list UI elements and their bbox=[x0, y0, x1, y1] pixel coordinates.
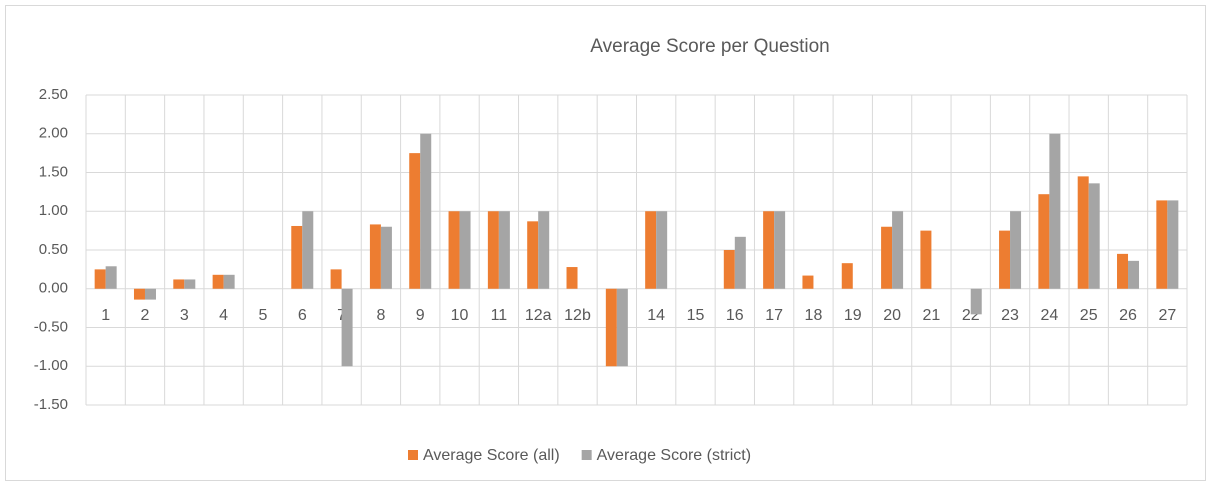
x-tick-label: 1 bbox=[101, 307, 110, 324]
bar bbox=[1077, 176, 1089, 289]
x-tick-label: 21 bbox=[923, 307, 941, 324]
y-tick-label: -1.50 bbox=[34, 396, 68, 413]
x-tick-label: 17 bbox=[765, 307, 783, 324]
bar bbox=[656, 211, 668, 289]
chart-border bbox=[5, 5, 1206, 481]
x-tick-label: 5 bbox=[258, 307, 267, 324]
x-tick-label: 11 bbox=[491, 307, 508, 324]
bar bbox=[734, 236, 746, 289]
x-tick-label: 3 bbox=[180, 307, 189, 324]
bar bbox=[920, 230, 932, 289]
bar bbox=[330, 269, 342, 289]
bar bbox=[184, 279, 196, 289]
bar bbox=[1049, 133, 1061, 289]
y-tick-label: -1.00 bbox=[34, 357, 68, 374]
bar bbox=[212, 274, 224, 289]
x-tick-label: 20 bbox=[883, 307, 901, 324]
x-tick-label: 8 bbox=[376, 307, 385, 324]
bar bbox=[302, 211, 314, 289]
bar bbox=[1156, 200, 1168, 289]
bar bbox=[1038, 194, 1050, 289]
bar bbox=[341, 288, 353, 367]
x-tick-label: 18 bbox=[805, 307, 823, 324]
bar bbox=[133, 288, 145, 300]
legend-label: Average Score (all) bbox=[423, 447, 560, 464]
y-tick-label: 0.50 bbox=[39, 241, 68, 258]
bar bbox=[144, 288, 156, 300]
x-tick-label: 23 bbox=[1001, 307, 1019, 324]
bar bbox=[223, 274, 235, 289]
bar bbox=[409, 153, 421, 289]
x-tick-label: 15 bbox=[687, 307, 705, 324]
bar bbox=[605, 288, 617, 367]
chart-title: Average Score per Question bbox=[590, 36, 829, 57]
x-tick-label: 26 bbox=[1119, 307, 1137, 324]
bar bbox=[802, 275, 814, 289]
bar bbox=[999, 230, 1011, 289]
x-tick-label: 27 bbox=[1158, 307, 1176, 324]
bar bbox=[841, 263, 853, 289]
bar bbox=[1088, 183, 1100, 289]
bar bbox=[538, 211, 550, 289]
bar bbox=[369, 224, 381, 289]
bar bbox=[94, 269, 106, 289]
bar bbox=[527, 221, 539, 289]
bar bbox=[487, 211, 499, 289]
bar bbox=[105, 266, 117, 289]
x-tick-label: 16 bbox=[726, 307, 744, 324]
bar bbox=[1010, 211, 1022, 289]
bar bbox=[970, 288, 982, 315]
y-tick-label: 2.00 bbox=[39, 125, 68, 142]
x-tick-label: 12a bbox=[525, 307, 552, 324]
bar bbox=[498, 211, 510, 289]
bar bbox=[291, 225, 303, 289]
x-tick-label: 9 bbox=[416, 307, 425, 324]
x-tick-label: 14 bbox=[647, 307, 665, 324]
x-tick-label: 25 bbox=[1080, 307, 1098, 324]
bar bbox=[1128, 260, 1140, 289]
bar bbox=[645, 211, 657, 289]
y-tick-label: 1.00 bbox=[39, 202, 68, 219]
bar bbox=[892, 211, 904, 289]
y-tick-label: 1.50 bbox=[39, 163, 68, 180]
bar bbox=[566, 267, 578, 289]
bar bbox=[774, 211, 786, 289]
x-tick-label: 2 bbox=[141, 307, 150, 324]
bar bbox=[1117, 253, 1129, 289]
bar bbox=[420, 133, 432, 289]
x-tick-label: 24 bbox=[1040, 307, 1058, 324]
x-tick-label: 4 bbox=[219, 307, 228, 324]
bar bbox=[763, 211, 775, 289]
legend-swatch bbox=[581, 450, 592, 460]
bar bbox=[459, 211, 471, 289]
bar bbox=[173, 279, 185, 289]
x-tick-label: 19 bbox=[844, 307, 862, 324]
bar bbox=[881, 226, 893, 289]
bar bbox=[1167, 200, 1179, 289]
y-tick-label: -0.50 bbox=[34, 318, 68, 335]
legend-swatch bbox=[408, 450, 418, 460]
x-tick-label: 6 bbox=[298, 307, 307, 324]
x-tick-label: 12b bbox=[564, 307, 591, 324]
x-tick-label: 10 bbox=[451, 307, 469, 324]
bar bbox=[616, 288, 628, 367]
y-tick-label: 2.50 bbox=[39, 86, 68, 103]
bar bbox=[723, 250, 735, 289]
bar bbox=[448, 211, 460, 289]
legend-label: Average Score (strict) bbox=[597, 447, 751, 464]
y-tick-label: 0.00 bbox=[39, 280, 68, 297]
bar bbox=[380, 226, 392, 289]
